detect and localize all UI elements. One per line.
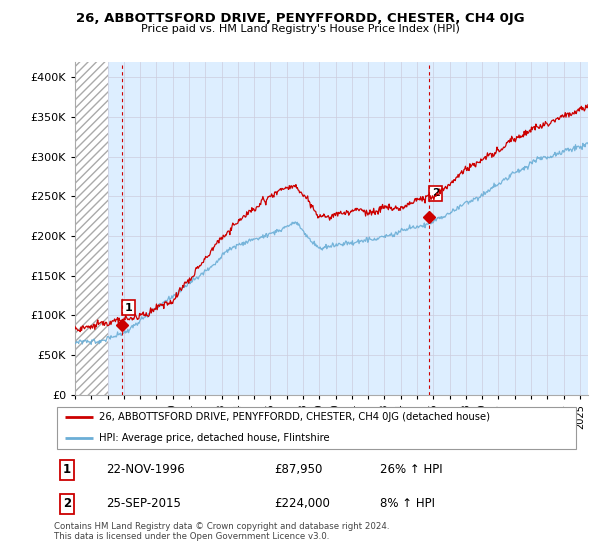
Text: 25-SEP-2015: 25-SEP-2015: [107, 497, 181, 510]
Text: 26, ABBOTTSFORD DRIVE, PENYFFORDD, CHESTER, CH4 0JG: 26, ABBOTTSFORD DRIVE, PENYFFORDD, CHEST…: [76, 12, 524, 25]
Text: Price paid vs. HM Land Registry's House Price Index (HPI): Price paid vs. HM Land Registry's House …: [140, 24, 460, 34]
Text: £224,000: £224,000: [275, 497, 331, 510]
Text: 26, ABBOTTSFORD DRIVE, PENYFFORDD, CHESTER, CH4 0JG (detached house): 26, ABBOTTSFORD DRIVE, PENYFFORDD, CHEST…: [98, 412, 490, 422]
FancyBboxPatch shape: [56, 407, 577, 449]
Text: 26% ↑ HPI: 26% ↑ HPI: [380, 463, 442, 476]
Text: 1: 1: [63, 463, 71, 476]
Text: Contains HM Land Registry data © Crown copyright and database right 2024.
This d: Contains HM Land Registry data © Crown c…: [54, 522, 389, 542]
Text: £87,950: £87,950: [275, 463, 323, 476]
Text: 2: 2: [431, 188, 439, 198]
Text: 22-NOV-1996: 22-NOV-1996: [107, 463, 185, 476]
Text: 8% ↑ HPI: 8% ↑ HPI: [380, 497, 434, 510]
Text: 2: 2: [63, 497, 71, 510]
Text: HPI: Average price, detached house, Flintshire: HPI: Average price, detached house, Flin…: [98, 433, 329, 444]
Text: 1: 1: [125, 302, 133, 312]
